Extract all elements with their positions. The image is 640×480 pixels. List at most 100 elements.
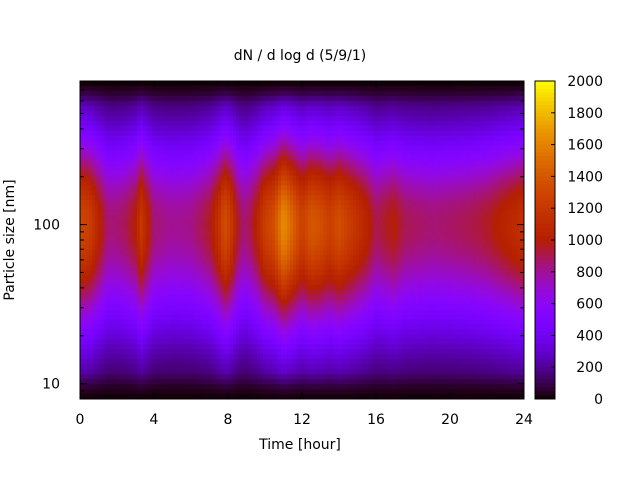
heatmap-cell bbox=[293, 160, 297, 166]
heatmap-cell bbox=[203, 135, 207, 142]
heatmap-cell bbox=[284, 130, 288, 137]
heatmap-cell bbox=[248, 190, 252, 196]
heatmap-cell bbox=[227, 165, 231, 171]
heatmap-cell bbox=[245, 324, 249, 330]
heatmap-cell bbox=[197, 299, 201, 305]
heatmap-cell bbox=[170, 155, 174, 161]
heatmap-cell bbox=[170, 115, 174, 122]
heatmap-cell bbox=[248, 210, 252, 216]
heatmap-cell bbox=[92, 264, 96, 271]
heatmap-cell bbox=[200, 200, 204, 206]
heatmap-cell bbox=[224, 120, 228, 127]
heatmap-cell bbox=[107, 254, 111, 261]
heatmap-cell bbox=[167, 195, 171, 201]
heatmap-cell bbox=[209, 220, 213, 226]
heatmap-cell bbox=[293, 90, 297, 97]
heatmap-cell bbox=[302, 150, 306, 156]
heatmap-cell bbox=[92, 249, 96, 256]
heatmap-cell bbox=[287, 364, 291, 370]
heatmap-cell bbox=[245, 259, 249, 266]
heatmap-cell bbox=[290, 230, 294, 236]
heatmap-cell bbox=[299, 334, 303, 340]
heatmap-cell bbox=[179, 140, 183, 146]
heatmap-cell bbox=[206, 329, 210, 335]
heatmap-cell bbox=[296, 81, 300, 87]
heatmap-cell bbox=[206, 279, 210, 286]
heatmap-cell bbox=[134, 100, 138, 107]
heatmap-cell bbox=[182, 205, 186, 211]
heatmap-cell bbox=[173, 185, 177, 191]
heatmap-cell bbox=[104, 230, 108, 236]
heatmap-cell bbox=[179, 145, 183, 151]
heatmap-cell bbox=[305, 349, 309, 355]
heatmap-cell bbox=[140, 334, 144, 340]
heatmap-cell bbox=[287, 294, 291, 301]
heatmap-cell bbox=[242, 344, 246, 350]
heatmap-cell bbox=[260, 289, 264, 296]
heatmap-cell bbox=[266, 354, 270, 360]
heatmap-cell bbox=[275, 294, 279, 301]
heatmap-cell bbox=[281, 210, 285, 216]
heatmap-cell bbox=[233, 125, 237, 132]
heatmap-cell bbox=[287, 215, 291, 221]
heatmap-cell bbox=[188, 249, 192, 256]
heatmap-cell bbox=[155, 150, 159, 156]
heatmap-cell bbox=[137, 379, 141, 385]
heatmap-cell bbox=[230, 135, 234, 142]
heatmap-cell bbox=[245, 145, 249, 151]
heatmap-cell bbox=[311, 274, 315, 281]
heatmap-cell bbox=[218, 220, 222, 226]
heatmap-cell bbox=[128, 130, 132, 137]
heatmap-cell bbox=[179, 120, 183, 127]
heatmap-cell bbox=[251, 225, 255, 231]
heatmap-cell bbox=[80, 249, 84, 256]
heatmap-cell bbox=[119, 210, 123, 216]
heatmap-cell bbox=[233, 349, 237, 355]
heatmap-cell bbox=[272, 175, 276, 181]
heatmap-cell bbox=[221, 240, 225, 246]
heatmap-cell bbox=[173, 259, 177, 266]
heatmap-cell bbox=[119, 215, 123, 221]
heatmap-cell bbox=[95, 135, 99, 142]
heatmap-cell bbox=[260, 110, 264, 117]
heatmap-cell bbox=[278, 359, 282, 365]
heatmap-cell bbox=[281, 394, 285, 400]
heatmap-cell bbox=[137, 394, 141, 400]
heatmap-cell bbox=[188, 394, 192, 400]
heatmap-cell bbox=[122, 100, 126, 107]
heatmap-cell bbox=[92, 170, 96, 176]
heatmap-cell bbox=[170, 165, 174, 171]
heatmap-cell bbox=[281, 135, 285, 142]
heatmap-cell bbox=[185, 150, 189, 156]
heatmap-cell bbox=[239, 304, 243, 310]
heatmap-cell bbox=[263, 354, 267, 360]
heatmap-cell bbox=[134, 329, 138, 335]
heatmap-cell bbox=[293, 274, 297, 281]
heatmap-cell bbox=[236, 314, 240, 320]
heatmap-cell bbox=[170, 264, 174, 271]
heatmap-cell bbox=[299, 110, 303, 117]
heatmap-cell bbox=[122, 135, 126, 142]
heatmap-cell bbox=[209, 339, 213, 345]
heatmap-cell bbox=[311, 240, 315, 246]
heatmap-cell bbox=[203, 120, 207, 127]
heatmap-cell bbox=[176, 130, 180, 137]
heatmap-cell bbox=[107, 165, 111, 171]
heatmap-cell bbox=[212, 364, 216, 370]
heatmap-cell bbox=[302, 190, 306, 196]
heatmap-cell bbox=[281, 180, 285, 186]
heatmap-cell bbox=[119, 180, 123, 186]
heatmap-cell bbox=[80, 384, 84, 390]
heatmap-cell bbox=[302, 200, 306, 206]
heatmap-cell bbox=[290, 115, 294, 122]
heatmap-cell bbox=[80, 210, 84, 216]
heatmap-cell bbox=[134, 200, 138, 206]
heatmap-cell bbox=[104, 324, 108, 330]
heatmap-cell bbox=[281, 249, 285, 256]
heatmap-cell bbox=[206, 120, 210, 127]
heatmap-cell bbox=[206, 125, 210, 132]
heatmap-cell bbox=[80, 95, 84, 102]
heatmap-cell bbox=[128, 289, 132, 296]
heatmap-cell bbox=[143, 165, 147, 171]
heatmap-cell bbox=[206, 314, 210, 320]
